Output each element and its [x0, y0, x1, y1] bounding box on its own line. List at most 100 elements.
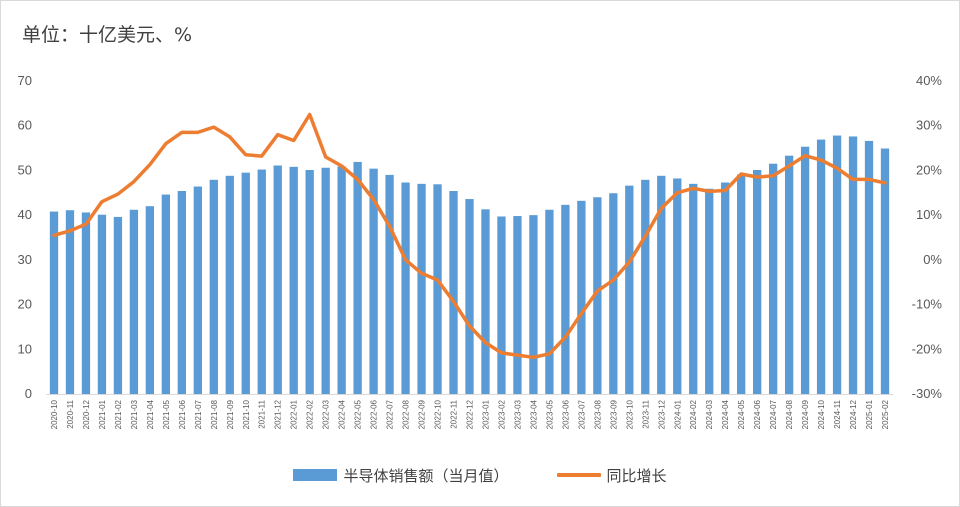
right-tick-label: -30% [912, 386, 943, 401]
x-tick-label: 2024-06 [753, 399, 762, 429]
unit-label: 单位：十亿美元、% [22, 24, 193, 46]
sales-bar [401, 182, 410, 394]
yoy-series-line [52, 112, 887, 360]
x-tick-label: 2023-11 [641, 399, 650, 428]
sales-bar [481, 209, 490, 394]
sales-bar [800, 146, 810, 394]
x-tick-label: 2021-09 [226, 399, 235, 429]
right-tick-label: -20% [912, 341, 943, 356]
sales-bar [417, 183, 426, 394]
sales-bar [465, 199, 474, 394]
sales-bar [816, 139, 826, 394]
x-tick-label: 2024-09 [801, 399, 810, 429]
x-tick-label: 2023-04 [529, 399, 538, 429]
x-tick-label: 2021-02 [114, 399, 123, 429]
left-y-axis: 0 10 20 30 40 50 60 70 [18, 73, 32, 401]
sales-bar [321, 167, 330, 394]
x-tick-label: 2023-07 [577, 399, 586, 429]
sales-bar [689, 183, 698, 394]
sales-bar [848, 136, 858, 394]
sales-bar [832, 135, 842, 394]
sales-bar [209, 179, 218, 394]
x-tick-label: 2024-05 [737, 399, 746, 429]
right-tick-label: 0% [923, 252, 942, 267]
sales-bar [49, 211, 59, 394]
legend-label-yoy: 同比增长 [606, 466, 667, 485]
left-tick-label: 30 [18, 252, 32, 267]
legend-item-yoy: 同比增长 [556, 465, 667, 486]
x-tick-label: 2021-11 [258, 399, 267, 428]
x-tick-label: 2022-11 [450, 399, 459, 428]
sales-bar [65, 210, 75, 394]
right-tick-label: 40% [916, 73, 942, 88]
sales-bar [337, 166, 346, 394]
x-tick-label: 2023-05 [545, 399, 554, 429]
x-tick-label: 2022-04 [338, 399, 347, 429]
yoy-line [52, 112, 887, 360]
x-tick-label: 2024-10 [817, 399, 826, 429]
sales-bar [97, 214, 107, 394]
x-tick-label: 2022-08 [402, 399, 411, 429]
sales-bar [657, 175, 666, 394]
x-tick-label: 2024-12 [849, 399, 858, 429]
x-tick-label: 2023-08 [593, 399, 602, 429]
x-tick-label: 2022-12 [466, 399, 475, 429]
left-tick-label: 50 [18, 162, 32, 177]
x-tick-label: 2023-01 [481, 399, 490, 429]
sales-bar [145, 206, 155, 394]
sales-bar [497, 216, 506, 394]
sales-bar [593, 197, 602, 394]
x-tick-label: 2022-02 [306, 399, 315, 429]
x-tick-label: 2021-01 [98, 399, 107, 429]
x-tick-label: 2023-12 [657, 399, 666, 429]
sales-bar [273, 165, 282, 394]
sales-bar [673, 178, 682, 394]
left-tick-label: 70 [18, 73, 32, 88]
x-tick-label: 2022-05 [354, 399, 363, 429]
sales-bar [305, 169, 314, 394]
x-tick-label: 2020-10 [50, 399, 59, 429]
sales-bar [257, 169, 266, 394]
x-tick-label: 2022-06 [370, 399, 379, 429]
sales-bar [721, 182, 730, 394]
left-tick-label: 10 [18, 341, 32, 356]
sales-bar [129, 209, 139, 394]
sales-bar [289, 166, 298, 394]
x-tick-label: 2023-02 [497, 399, 506, 429]
x-tick-label: 2024-08 [785, 399, 794, 429]
sales-bar [81, 212, 91, 394]
left-tick-label: 0 [25, 386, 32, 401]
x-tick-label: 2022-07 [386, 399, 395, 429]
sales-bar [577, 200, 586, 394]
x-tick-label: 2021-10 [242, 399, 251, 429]
sales-bar [161, 194, 171, 394]
x-tick-label: 2022-09 [418, 399, 427, 429]
sales-bar [784, 155, 794, 394]
sales-bar [449, 190, 458, 394]
x-tick-label: 2021-06 [178, 399, 187, 429]
x-tick-label: 2025-02 [881, 399, 890, 429]
left-tick-label: 20 [18, 297, 32, 312]
x-tick-label: 2024-01 [673, 399, 682, 429]
legend-item-sales: 半导体销售额（当月值） [293, 465, 509, 486]
left-tick-label: 40 [18, 207, 32, 222]
x-tick-label: 2022-03 [322, 399, 331, 429]
x-tick-label: 2021-05 [162, 399, 171, 429]
legend-label-sales: 半导体销售额（当月值） [343, 466, 509, 485]
x-tick-label: 2020-12 [82, 399, 91, 429]
x-axis: 2020-10 2020-11 2020-12 2021-01 2021-02 2021-… [46, 394, 893, 429]
right-tick-label: 20% [916, 162, 942, 177]
x-tick-label: 2022-10 [434, 399, 443, 429]
sales-bar [753, 169, 762, 394]
sales-bar [177, 190, 186, 394]
x-tick-label: 2023-03 [513, 399, 522, 429]
legend-line-swatch [556, 473, 601, 477]
sales-bar [545, 209, 554, 394]
sales-bar [705, 188, 714, 394]
x-tick-label: 2021-08 [210, 399, 219, 429]
sales-bar [880, 148, 890, 394]
x-tick-label: 2025-01 [865, 399, 874, 429]
sales-bar [385, 174, 394, 394]
